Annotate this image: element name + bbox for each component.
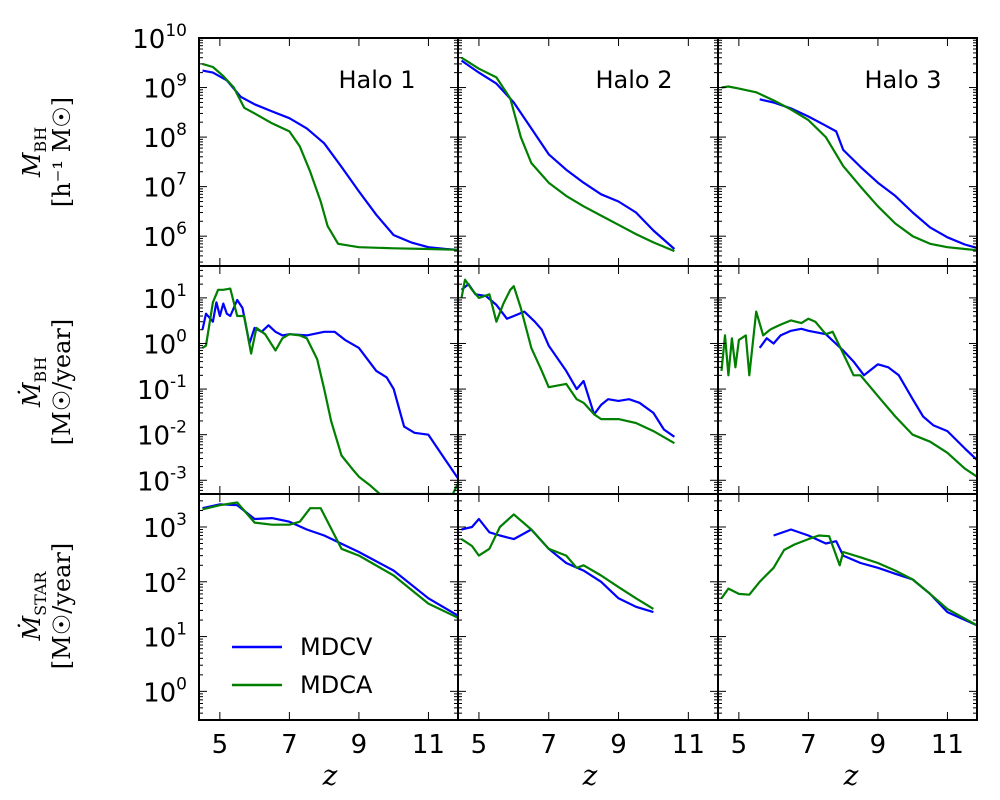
- y-tick-label: 109: [143, 71, 187, 105]
- x-tick-label: 9: [351, 730, 368, 760]
- svg-text:ṀSTAR: ṀSTAR: [17, 571, 50, 642]
- halo-2-title: Halo 2: [595, 66, 672, 94]
- y-tick-label: 100: [143, 326, 187, 360]
- ylabel-row-2-units: [M☉/year]: [48, 319, 76, 445]
- series-line-mdcv: [460, 59, 676, 250]
- legend-label-mdcv: MDCV: [300, 633, 373, 661]
- panel-frame: [457, 37, 719, 267]
- ylabel-row-2-main: Ṁ: [17, 381, 46, 408]
- series-group: [720, 310, 977, 478]
- series-line-mdca: [721, 85, 977, 252]
- y-tick-label: 100: [143, 674, 187, 708]
- series-line-mdca: [720, 310, 977, 478]
- panel-r2-c3: [717, 265, 978, 495]
- y-tick-label: 108: [143, 120, 187, 154]
- series-line-mdcv: [773, 528, 977, 627]
- ylabel-row-3-sub: STAR: [31, 571, 50, 616]
- x-tick-label: 5: [731, 730, 748, 760]
- ylabel-row-3: ṀSTAR [M☉/year]: [17, 543, 76, 669]
- series-group: [460, 278, 676, 445]
- panel-frame: [457, 493, 719, 721]
- series-line-mdcv: [460, 283, 676, 438]
- series-line-mdcv: [202, 69, 458, 251]
- y-tick-label: 106: [143, 219, 187, 253]
- y-tick-labels: 106 107 108 109 1010 10-3 10-2 10-1 100 101 100 101…: [132, 21, 187, 708]
- ylabel-row-3-units: [M☉/year]: [48, 543, 76, 669]
- xlabel-col-3: z: [843, 759, 859, 792]
- x-tick-label: 11: [931, 730, 964, 760]
- series-group: [202, 501, 458, 619]
- legend-label-mdca: MDCA: [300, 671, 373, 699]
- y-tick-label: 101: [143, 620, 187, 654]
- y-tick-label: 103: [143, 510, 187, 544]
- panel-frame: [457, 265, 719, 495]
- x-tick-label: 7: [281, 730, 298, 760]
- series-line-mdca: [460, 278, 675, 445]
- halo-1-title: Halo 1: [338, 66, 415, 94]
- series-line-mdca: [202, 62, 458, 251]
- series-group: [202, 62, 458, 251]
- y-tick-label: 10-1: [137, 372, 187, 406]
- series-line-mdcv: [461, 517, 654, 614]
- panel-r3-c3: [717, 493, 978, 721]
- x-tick-label: 9: [610, 730, 627, 760]
- x-tick-labels: 5 7 9 11 5 7 9 11 5 7 9 11: [212, 730, 964, 760]
- series-group: [460, 56, 676, 253]
- xlabel-col-1: z: [322, 759, 338, 792]
- ylabel-row-1-units: [h⁻¹ M☉]: [48, 97, 76, 207]
- y-tick-label: 10-2: [137, 418, 187, 452]
- series-line-mdcv: [759, 98, 977, 249]
- series-line-mdcv: [202, 503, 458, 617]
- series-group: [721, 85, 977, 252]
- ylabel-row-3-main: Ṁ: [17, 614, 46, 641]
- y-tick-label: 102: [143, 565, 187, 599]
- series-line-mdca: [201, 287, 458, 494]
- ylabel-row-1-main: M: [18, 151, 46, 178]
- ylabel-row-2: ṀBH [M☉/year]: [17, 319, 76, 445]
- panels-layer: [198, 37, 978, 721]
- legend: MDCV MDCA: [232, 633, 373, 699]
- series-group: [720, 528, 977, 627]
- ylabel-row-2-sub: BH: [31, 357, 50, 383]
- series-group: [460, 513, 654, 614]
- panel-frame: [717, 265, 978, 495]
- svg-text:ṀBH: ṀBH: [17, 357, 50, 408]
- x-tick-label: 11: [672, 730, 705, 760]
- panel-r2-c1: [198, 265, 459, 495]
- y-tick-label: 1010: [132, 21, 187, 55]
- ylabel-row-1: MBH [h⁻¹ M☉]: [18, 97, 76, 207]
- x-tick-label: 11: [412, 730, 445, 760]
- panel-r1-c2: [457, 37, 719, 267]
- series-group: [201, 287, 458, 494]
- x-tick-label: 7: [540, 730, 557, 760]
- halo-3-title: Halo 3: [864, 66, 941, 94]
- panel-r2-c2: [457, 265, 719, 495]
- x-tick-label: 9: [870, 730, 887, 760]
- series-line-mdcv: [758, 327, 977, 461]
- panel-frame: [198, 37, 459, 267]
- y-tick-label: 107: [143, 170, 187, 204]
- x-tick-label: 5: [212, 730, 229, 760]
- xlabel-col-2: z: [582, 759, 598, 792]
- panel-r1-c1: [198, 37, 459, 267]
- series-line-mdcv: [201, 298, 458, 480]
- y-tick-label: 101: [143, 281, 187, 315]
- series-line-mdca: [460, 513, 654, 610]
- svg-text:MBH: MBH: [18, 127, 50, 178]
- panel-r3-c2: [457, 493, 719, 721]
- ylabel-row-1-sub: BH: [31, 127, 50, 153]
- x-tick-label: 7: [800, 730, 817, 760]
- series-line-mdca: [202, 501, 458, 619]
- y-tick-label: 10-3: [137, 463, 187, 497]
- panel-frame: [717, 493, 978, 721]
- series-line-mdca: [720, 534, 977, 627]
- series-line-mdca: [460, 56, 675, 253]
- x-tick-label: 5: [471, 730, 488, 760]
